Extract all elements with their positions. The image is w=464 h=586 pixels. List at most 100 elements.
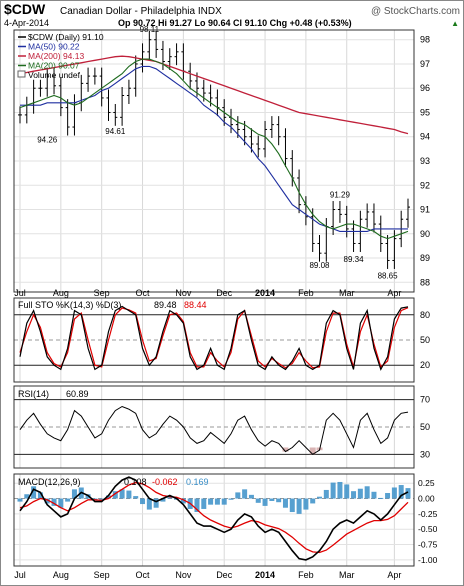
ma20-line — [19, 58, 409, 240]
price-panel: 888990919293949596979894.2694.6198.1189.… — [13, 25, 430, 293]
macd-histogram-bar — [351, 491, 357, 499]
macd-histogram-bar — [276, 498, 282, 503]
price-tick-label: 89 — [420, 253, 430, 263]
x-tick-label-upper: Mar — [339, 288, 355, 298]
macd-histogram-bar — [71, 489, 77, 499]
rsi-oversold-fill — [309, 447, 316, 455]
macd-value: 0.108 — [124, 477, 147, 487]
macd-histogram-bar — [310, 498, 316, 504]
x-axis: Jul Jul Aug Aug Sep Sep Oct Oct Nov Nov Dec Dec 2014… — [14, 288, 401, 580]
macd-histogram-bar — [194, 498, 200, 513]
price-annotation: 89.08 — [309, 261, 330, 270]
macd-histogram-bar — [323, 489, 329, 499]
macd-histogram-bar — [262, 498, 268, 506]
x-tick-label-upper: Dec — [216, 288, 233, 298]
x-tick-label: Feb — [298, 570, 314, 580]
ma50-line — [20, 65, 408, 232]
x-tick-label-upper: 2014 — [255, 288, 275, 298]
price-panel-frame — [13, 29, 415, 293]
macd-histogram-bar — [99, 498, 105, 500]
macd-histogram-bar — [371, 491, 377, 499]
macd-histogram-bar — [242, 489, 248, 499]
macd-histogram-bar — [31, 486, 37, 499]
rsi-title: RSI(14) — [18, 389, 49, 399]
macd-tick-label: -0.75 — [418, 540, 438, 550]
watermark: @ StockCharts.com — [371, 6, 460, 17]
macd-histogram-bar — [208, 498, 214, 505]
description-title: Canadian Dollar - Philadelphia INDX — [60, 6, 222, 17]
ohlc-line: Op 90.72 Hi 91.27 Lo 90.64 Cl 91.10 Chg … — [118, 18, 352, 28]
price-tick-label: 93 — [420, 156, 430, 166]
macd-tick-label: 0.00 — [418, 494, 435, 504]
macd-histogram-value: 0.169 — [186, 477, 209, 487]
price-tick-label: 97 — [420, 59, 430, 69]
macd-tick-label: 0.25 — [418, 478, 435, 488]
macd-histogram-bar — [167, 497, 173, 499]
x-tick-label: Aug — [53, 570, 69, 580]
macd-histogram-bar — [180, 498, 186, 504]
macd-histogram-bar — [214, 498, 220, 505]
macd-histogram-bar — [235, 492, 241, 499]
macd-histogram-bar — [160, 498, 166, 502]
rsi-value: 60.89 — [66, 389, 89, 399]
x-tick-label: Mar — [339, 570, 355, 580]
price-tick-label: 94 — [420, 132, 430, 142]
x-tick-label-upper: Oct — [136, 288, 151, 298]
x-tick-label-upper: Feb — [298, 288, 314, 298]
macd-tick-label: -0.25 — [418, 509, 438, 519]
sto-d-value: 88.44 — [184, 300, 207, 310]
rsi-panel-frame — [13, 385, 415, 469]
sto-tick-label: 80 — [420, 310, 430, 320]
price-annotation: 88.65 — [378, 272, 399, 281]
price-annotation: 94.26 — [37, 135, 58, 144]
rsi-oversold-fill — [282, 447, 289, 452]
macd-histogram-bar — [398, 485, 404, 499]
x-tick-label: Jul — [14, 570, 26, 580]
macd-histogram-bar — [255, 498, 261, 503]
sto-panel: 20 50 80 Full STO %K(14,3) %D(3) 89.48 88.44 — [13, 297, 430, 383]
sto-panel-frame — [13, 297, 415, 383]
x-tick-label: Oct — [136, 570, 151, 580]
macd-histogram-bar — [269, 498, 275, 501]
macd-tick-label: -1.00 — [418, 555, 438, 565]
x-tick-label-upper: Apr — [387, 288, 401, 298]
x-tick-label-upper: Aug — [53, 288, 69, 298]
macd-histogram-bar — [248, 494, 254, 499]
macd-panel: 0.25 0.00 -0.25 -0.50 -0.75 -1.00 MACD(12,26,9… — [13, 473, 438, 567]
x-tick-label: Sep — [94, 570, 110, 580]
macd-histogram-bar — [364, 486, 370, 499]
macd-histogram-bar — [357, 488, 363, 499]
macd-histogram-bar — [391, 487, 397, 499]
macd-histogram-bar — [405, 488, 411, 499]
rsi-tick-label: 30 — [420, 449, 430, 459]
macd-histogram-bar — [133, 496, 139, 499]
macd-histogram-bar — [24, 494, 30, 499]
rsi-panel: 30 50 70 RSI(14) 60.89 — [13, 385, 430, 469]
macd-signal-line — [19, 481, 409, 554]
price-annotation: 91.29 — [330, 190, 351, 199]
x-tick-label: Apr — [387, 570, 401, 580]
macd-histogram-bar — [140, 498, 146, 505]
sto-tick-label: 50 — [420, 335, 430, 345]
macd-histogram-bar — [282, 498, 288, 508]
price-tick-label: 95 — [420, 107, 430, 117]
legend-ma200: MA(200) 94.13 — [28, 51, 84, 61]
sto-tick-label: 20 — [420, 360, 430, 370]
x-tick-label: Nov — [175, 570, 192, 580]
macd-histogram-bar — [228, 498, 234, 500]
x-tick-label-upper: Nov — [175, 288, 192, 298]
macd-histogram-bar — [153, 498, 159, 508]
x-tick-label-upper: Sep — [94, 288, 110, 298]
macd-histogram-bar — [289, 498, 295, 513]
price-tick-label: 96 — [420, 83, 430, 93]
x-tick-label-upper: Jul — [14, 288, 26, 298]
macd-histogram-bar — [303, 498, 309, 510]
macd-histogram-bar — [105, 495, 111, 499]
macd-tick-label: -0.50 — [418, 524, 438, 534]
price-tick-label: 88 — [420, 277, 430, 287]
macd-histogram-bar — [126, 490, 132, 499]
macd-histogram-bar — [385, 493, 391, 499]
x-tick-label: Dec — [216, 570, 233, 580]
sto-k-line — [19, 305, 409, 371]
